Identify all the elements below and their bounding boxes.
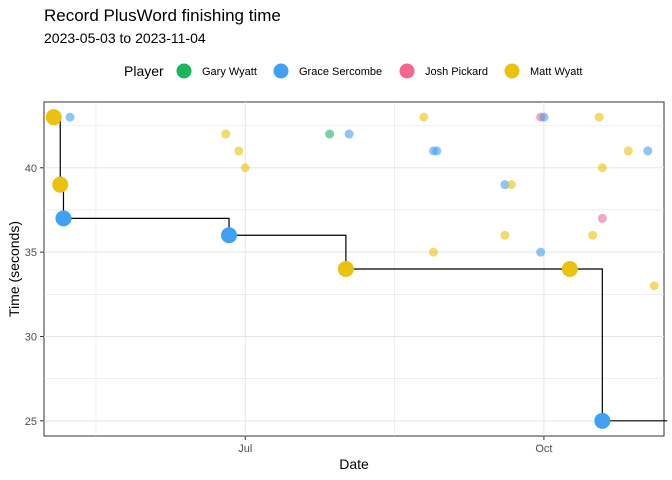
- chart-subtitle: 2023-05-03 to 2023-11-04: [44, 30, 206, 46]
- record-point-grace-sercombe: [594, 412, 611, 429]
- points-layer: [65, 112, 659, 291]
- point-grace-sercombe: [65, 112, 75, 122]
- record-point-grace-sercombe: [55, 210, 72, 227]
- x-tick-label: Jul: [238, 443, 252, 455]
- x-tick-label: Oct: [535, 443, 552, 455]
- point-josh-pickard: [597, 213, 607, 223]
- legend-label-matt-wyatt: Matt Wyatt: [530, 66, 582, 78]
- legend-key-grace-sercombe: [273, 63, 289, 79]
- legend-key-matt-wyatt: [504, 63, 520, 79]
- legend-key-gary-wyatt: [176, 63, 192, 79]
- legend-key-josh-pickard: [399, 63, 415, 79]
- point-grace-sercombe: [500, 180, 510, 190]
- legend-label-grace-sercombe: Grace Sercombe: [299, 66, 382, 78]
- point-matt-wyatt: [500, 230, 510, 240]
- point-matt-wyatt: [597, 163, 607, 173]
- record-point-matt-wyatt: [337, 261, 354, 277]
- point-matt-wyatt: [649, 281, 659, 291]
- point-matt-wyatt: [623, 146, 633, 156]
- y-tick-label: 40: [25, 163, 37, 175]
- point-matt-wyatt: [594, 112, 604, 122]
- legend-label-gary-wyatt: Gary Wyatt: [202, 66, 257, 78]
- y-tick-label: 25: [25, 416, 37, 428]
- record-point-grace-sercombe: [221, 227, 238, 244]
- y-axis: 25 30 35 40: [25, 163, 44, 428]
- point-grace-sercombe: [643, 146, 653, 156]
- record-point-matt-wyatt: [45, 109, 62, 126]
- legend-label-josh-pickard: Josh Pickard: [425, 66, 488, 78]
- point-matt-wyatt: [588, 230, 598, 240]
- record-point-matt-wyatt: [52, 176, 69, 193]
- point-gary-wyatt: [325, 129, 335, 139]
- y-tick-label: 35: [25, 247, 37, 259]
- point-grace-sercombe: [344, 129, 354, 139]
- x-axis-title: Date: [339, 456, 369, 472]
- point-matt-wyatt: [506, 180, 516, 190]
- point-matt-wyatt: [419, 112, 429, 122]
- x-axis: Jul Oct: [238, 436, 552, 455]
- chart-title: Record PlusWord finishing time: [44, 6, 281, 25]
- legend: Player Gary Wyatt Grace Sercombe Josh Pick…: [124, 63, 582, 79]
- record-points-layer: [45, 109, 611, 429]
- point-matt-wyatt: [234, 146, 244, 156]
- y-tick-label: 30: [25, 331, 37, 343]
- legend-title: Player: [124, 63, 164, 79]
- y-axis-title: Time (seconds): [6, 221, 22, 317]
- point-matt-wyatt: [221, 129, 231, 139]
- point-matt-wyatt: [429, 247, 439, 257]
- point-grace-sercombe: [536, 247, 546, 257]
- point-grace-sercombe: [539, 112, 549, 122]
- point-grace-sercombe: [432, 146, 442, 156]
- point-matt-wyatt: [240, 163, 250, 173]
- record-point-matt-wyatt: [561, 261, 578, 277]
